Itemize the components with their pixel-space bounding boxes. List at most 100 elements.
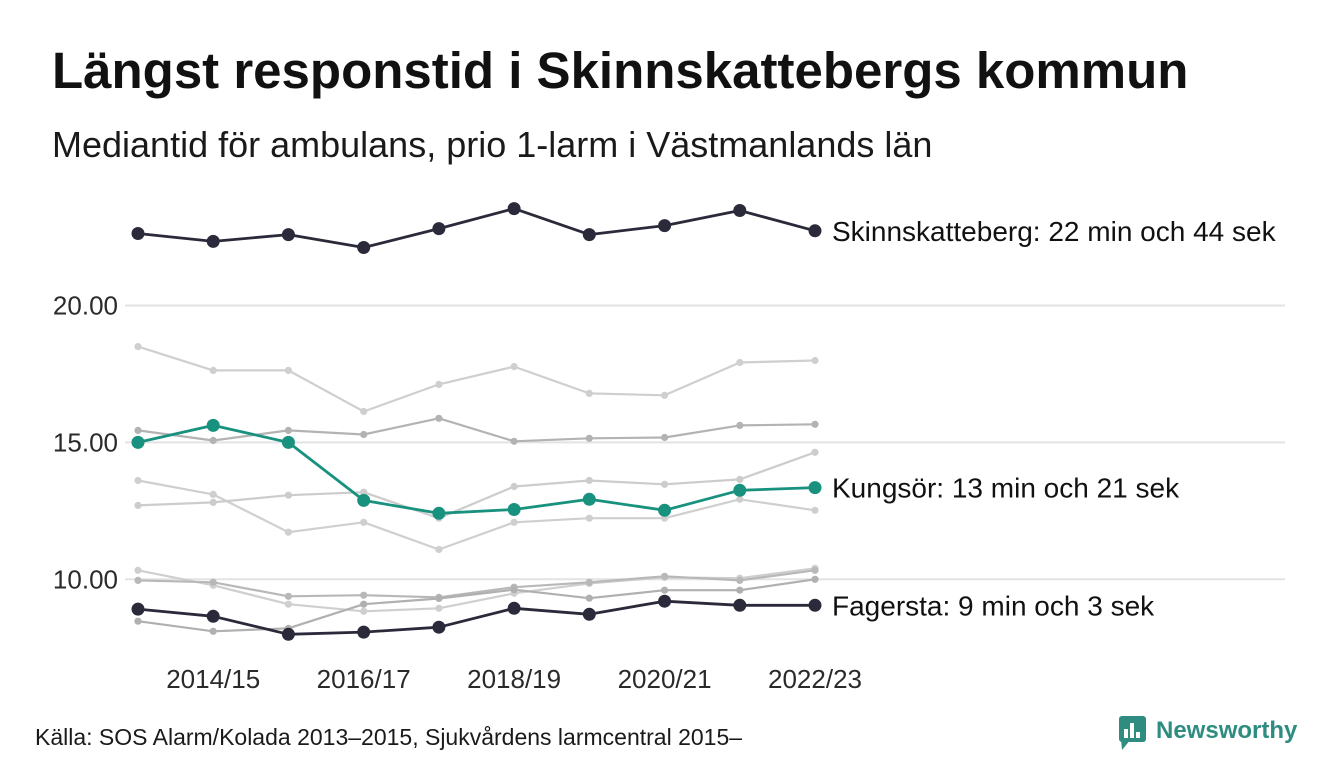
data-point <box>585 476 593 485</box>
series-line <box>136 423 817 515</box>
data-point <box>134 501 142 509</box>
data-point <box>661 433 669 442</box>
data-point <box>360 407 368 416</box>
data-point <box>582 607 596 621</box>
data-point <box>134 617 142 625</box>
data-point <box>658 594 672 608</box>
y-tick-label: 10.00 <box>53 564 118 594</box>
series-end-label: Fagersta: 9 min och 3 sek <box>832 590 1155 621</box>
series-line <box>136 417 817 443</box>
series-line <box>136 578 817 633</box>
data-point <box>507 601 521 615</box>
data-point <box>661 572 669 580</box>
series-line <box>136 599 817 636</box>
data-point <box>811 506 819 514</box>
data-point <box>134 576 142 585</box>
chart-title: Längst responstid i Skinnskattebergs kom… <box>52 42 1188 99</box>
data-point <box>209 436 217 445</box>
data-point <box>357 625 371 639</box>
data-point <box>582 228 596 242</box>
x-tick-label: 2018/19 <box>467 664 561 694</box>
highlighted-series: Kungsör: 13 min och 21 sek <box>131 418 1180 520</box>
data-point <box>360 430 368 439</box>
data-point <box>357 493 371 507</box>
data-point <box>360 488 368 496</box>
data-point <box>134 476 142 485</box>
data-point <box>209 490 217 498</box>
series <box>134 414 819 445</box>
data-point <box>134 343 142 351</box>
data-point <box>206 609 220 623</box>
data-point <box>209 578 217 586</box>
data-point <box>510 363 518 371</box>
data-point <box>435 604 443 612</box>
series-line <box>136 569 817 599</box>
data-point <box>585 434 593 442</box>
series-line <box>136 207 817 249</box>
data-point <box>284 366 292 374</box>
newsworthy-logo-icon <box>1119 716 1146 750</box>
data-point <box>432 620 446 634</box>
data-point <box>281 228 295 242</box>
data-point <box>811 575 819 583</box>
series-end-label: Skinnskatteberg: 22 min och 44 sek <box>832 216 1277 247</box>
logo-wordmark: Newsworthy <box>1156 717 1298 744</box>
data-point <box>131 435 145 449</box>
data-point <box>510 437 518 445</box>
data-point <box>510 518 518 526</box>
data-point <box>736 475 744 483</box>
series <box>134 476 819 554</box>
data-point <box>808 481 822 495</box>
data-point <box>284 600 292 608</box>
data-point <box>736 358 744 367</box>
y-tick-label: 20.00 <box>53 291 118 321</box>
newsworthy-logo: Newsworthy <box>1119 716 1298 750</box>
data-point <box>585 514 593 522</box>
data-point <box>209 627 217 635</box>
data-point <box>435 545 443 554</box>
x-tick-label: 2014/15 <box>166 664 260 694</box>
data-point <box>811 420 819 428</box>
data-point <box>435 594 443 603</box>
data-point <box>733 483 747 497</box>
data-point <box>131 227 145 240</box>
data-point <box>585 578 593 586</box>
source-note: Källa: SOS Alarm/Kolada 2013–2015, Sjukv… <box>35 724 742 750</box>
data-point <box>736 495 744 503</box>
data-point <box>134 426 142 434</box>
data-point <box>131 602 145 616</box>
data-point <box>582 492 596 506</box>
data-point <box>206 418 220 432</box>
data-point <box>661 586 669 594</box>
chart-subtitle: Mediantid för ambulans, prio 1-larm i Vä… <box>52 124 932 165</box>
data-point <box>808 224 822 238</box>
series-line <box>136 451 817 520</box>
data-point <box>661 391 669 399</box>
data-point <box>733 598 747 612</box>
x-tick-label: 2016/17 <box>317 664 411 694</box>
data-point <box>658 503 672 517</box>
highlighted-series: Skinnskatteberg: 22 min och 44 sek <box>131 202 1277 254</box>
x-tick-label: 2022/23 <box>768 664 862 694</box>
series-end-label: Kungsör: 13 min och 21 sek <box>832 473 1180 504</box>
data-point <box>507 503 521 516</box>
data-point <box>284 528 292 536</box>
data-point <box>435 380 443 388</box>
data-point <box>736 576 744 585</box>
data-point <box>360 600 368 608</box>
data-point <box>811 356 819 365</box>
data-point <box>432 506 446 520</box>
data-point <box>284 592 292 600</box>
data-point <box>209 366 217 374</box>
data-point <box>360 518 368 526</box>
data-point <box>811 566 819 574</box>
data-point <box>808 598 822 612</box>
data-point <box>585 594 593 602</box>
data-point <box>661 480 669 488</box>
data-point <box>281 435 295 449</box>
data-point <box>736 421 744 429</box>
data-point <box>209 498 217 506</box>
y-axis: 10.00 15.00 20.00 <box>53 291 118 595</box>
data-point <box>360 607 368 615</box>
